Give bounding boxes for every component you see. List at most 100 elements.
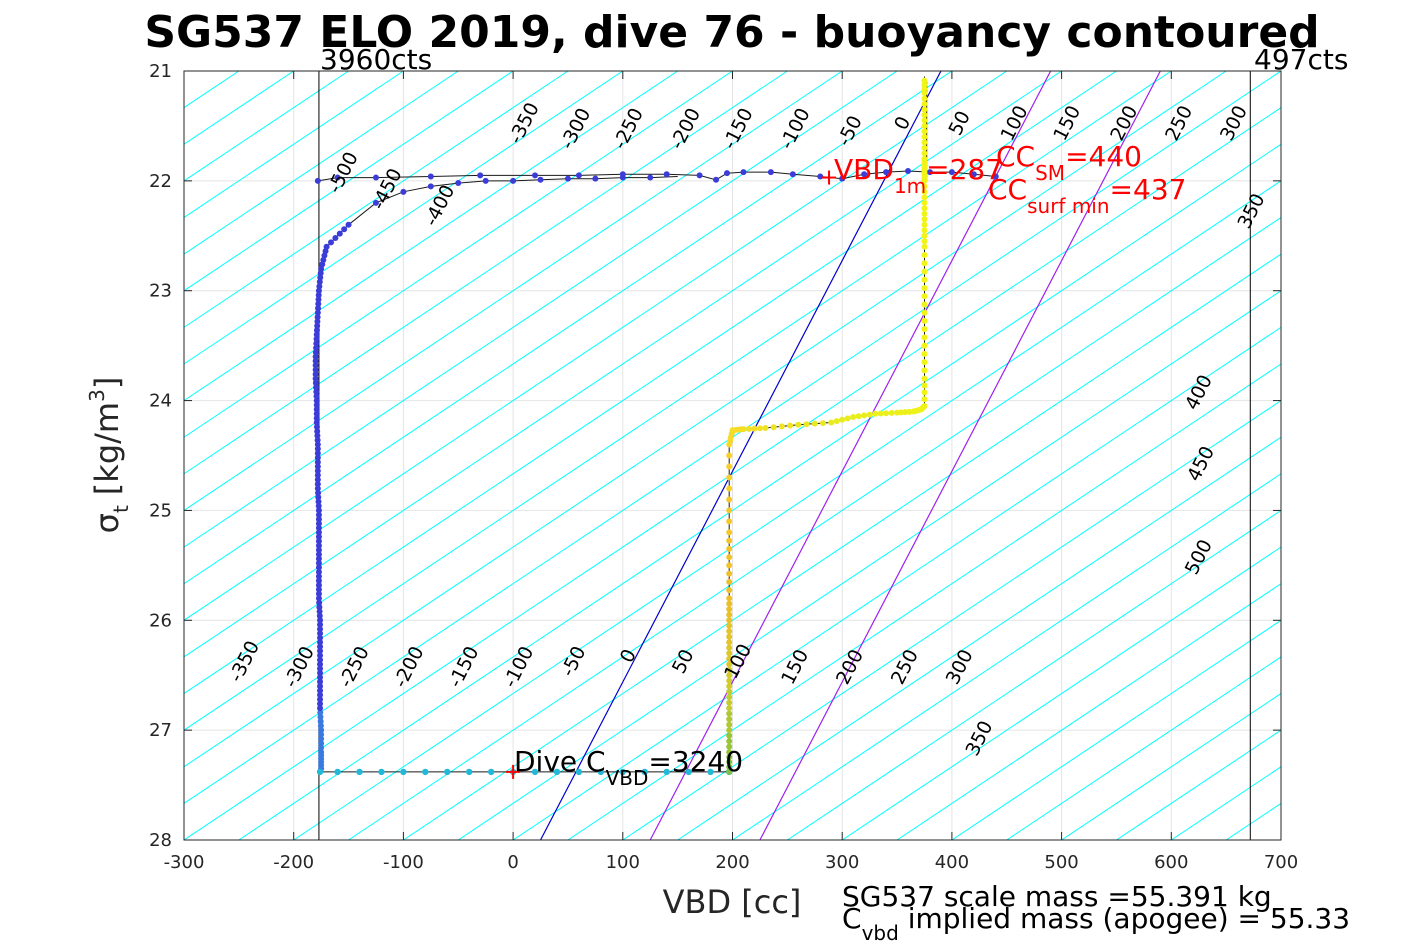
contour-line bbox=[184, 71, 1172, 731]
surface-point bbox=[883, 169, 890, 176]
descent-point bbox=[317, 687, 324, 694]
descent-point bbox=[315, 516, 322, 523]
descent-point bbox=[315, 533, 322, 540]
contour-line bbox=[951, 619, 1281, 840]
climb-point bbox=[795, 421, 802, 428]
climb-point bbox=[921, 194, 928, 201]
bottom-point bbox=[316, 768, 324, 776]
x-tick-label: 300 bbox=[825, 852, 859, 873]
descent-point bbox=[313, 401, 320, 408]
climb-point bbox=[726, 705, 733, 712]
climb-point bbox=[921, 155, 928, 162]
descent-point bbox=[313, 388, 320, 395]
bottom-point bbox=[663, 768, 670, 776]
climb-point bbox=[726, 759, 733, 766]
x-tick-label: 200 bbox=[715, 852, 749, 873]
climb-point bbox=[726, 633, 733, 640]
svg-text:σt[kg/m3]: σt [kg/m3] bbox=[85, 377, 133, 534]
cc-sm-annotation: CCSM=440 bbox=[996, 140, 1142, 185]
descent-point bbox=[315, 555, 322, 562]
descent-point bbox=[318, 740, 325, 747]
bottom-point bbox=[444, 768, 451, 776]
climb-point bbox=[921, 403, 928, 410]
y-label-unit: [kg/m bbox=[88, 402, 126, 495]
contour-line bbox=[1006, 656, 1281, 840]
climb-point bbox=[921, 309, 928, 316]
descent-point bbox=[317, 274, 324, 281]
climb-point bbox=[762, 425, 769, 432]
climb-point bbox=[921, 359, 928, 366]
surface-point bbox=[619, 171, 626, 178]
descent-point bbox=[315, 292, 322, 299]
climb-point bbox=[726, 749, 733, 756]
climb-point bbox=[921, 260, 928, 267]
climb-point bbox=[803, 421, 810, 428]
climb-point bbox=[745, 425, 752, 432]
climb-point bbox=[921, 350, 928, 357]
climb-point bbox=[921, 367, 928, 374]
descent-point bbox=[317, 700, 324, 707]
descent-point bbox=[400, 188, 407, 195]
climb-point bbox=[726, 768, 733, 775]
descent-point bbox=[315, 287, 322, 294]
contour-line bbox=[184, 71, 514, 292]
climb-point bbox=[726, 666, 733, 673]
surface-point bbox=[926, 169, 933, 176]
descent-point bbox=[315, 564, 322, 571]
descent-point bbox=[315, 582, 322, 589]
descent-point bbox=[313, 410, 320, 417]
bottom-point bbox=[641, 768, 648, 776]
climb-point bbox=[921, 216, 928, 223]
descent-point bbox=[317, 722, 324, 729]
descent-point bbox=[315, 542, 322, 549]
y-label-close: ] bbox=[88, 377, 126, 389]
climb-point bbox=[921, 183, 928, 190]
climb-point bbox=[726, 518, 733, 525]
climb-point bbox=[726, 754, 733, 761]
descent-point bbox=[317, 617, 324, 624]
climb-point bbox=[751, 425, 758, 432]
climb-point bbox=[726, 683, 733, 690]
climb-point bbox=[726, 485, 733, 492]
descent-point bbox=[315, 489, 322, 496]
climb-point bbox=[726, 545, 733, 552]
climb-point bbox=[921, 396, 928, 403]
surface-point bbox=[314, 177, 321, 184]
climb-point bbox=[921, 128, 928, 135]
surface-point bbox=[427, 173, 434, 180]
climb-point bbox=[726, 529, 733, 536]
descent-point bbox=[316, 283, 323, 290]
descent-point bbox=[537, 176, 544, 183]
climb-point bbox=[726, 562, 733, 569]
reference-line bbox=[539, 71, 942, 840]
climb-point bbox=[921, 85, 928, 92]
descent-point bbox=[317, 270, 324, 277]
climb-point bbox=[883, 410, 890, 417]
climb-point bbox=[726, 688, 733, 695]
climb-point bbox=[921, 81, 928, 88]
x-tick-label: 600 bbox=[1154, 852, 1188, 873]
climb-point bbox=[872, 410, 879, 417]
descent-point bbox=[315, 590, 322, 597]
descent-point bbox=[317, 670, 324, 677]
climb-point bbox=[921, 301, 928, 308]
descent-point bbox=[318, 749, 325, 756]
descent-point bbox=[317, 683, 324, 690]
surface-point bbox=[905, 167, 912, 174]
climb-point bbox=[850, 414, 857, 421]
descent-point bbox=[455, 180, 462, 187]
climb-point bbox=[726, 496, 733, 503]
descent-point bbox=[313, 331, 320, 338]
cvbd-implied-mass-text: Cvbd implied mass (apogee) = 55.33 bbox=[842, 902, 1350, 945]
descent-point bbox=[313, 397, 320, 404]
descent-point bbox=[313, 336, 320, 343]
climb-point bbox=[921, 199, 928, 206]
descent-point bbox=[427, 183, 434, 190]
descent-point bbox=[315, 296, 322, 303]
descent-point bbox=[316, 278, 323, 285]
climb-point bbox=[921, 144, 928, 151]
climb-point bbox=[756, 425, 763, 432]
climb-point bbox=[726, 617, 733, 624]
bottom-point bbox=[466, 768, 473, 776]
climb-point bbox=[921, 382, 928, 389]
